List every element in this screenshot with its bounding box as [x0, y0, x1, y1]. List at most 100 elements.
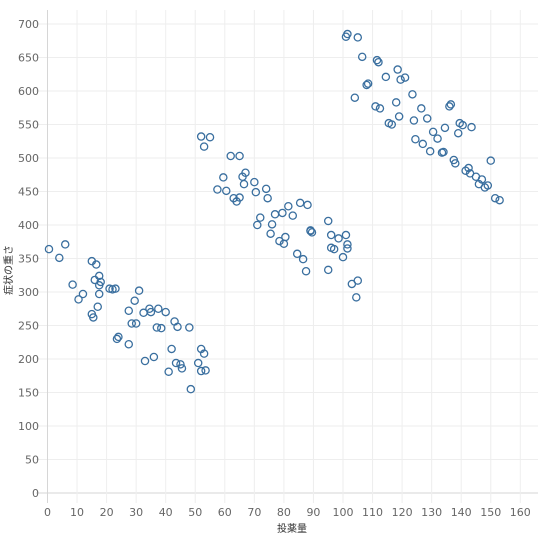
data-point	[284, 201, 293, 211]
data-point	[60, 240, 70, 249]
data-point	[396, 75, 405, 84]
data-point	[92, 260, 101, 269]
data-point	[486, 156, 495, 165]
x-tick-label: 0	[44, 506, 51, 519]
data-point	[307, 228, 317, 237]
data-point	[127, 319, 136, 328]
data-point	[394, 112, 404, 121]
y-tick-label: 150	[18, 387, 39, 400]
x-tick-label: 160	[510, 506, 531, 519]
x-tick-label: 120	[392, 506, 413, 519]
data-point	[295, 198, 305, 208]
x-tick-label: 130	[421, 506, 442, 519]
y-tick-label: 0	[32, 487, 39, 500]
y-tick-label: 200	[18, 353, 39, 366]
data-point	[371, 102, 380, 111]
data-point	[357, 52, 367, 62]
y-tick-label: 500	[18, 152, 39, 165]
data-point	[418, 139, 428, 149]
x-tick-label: 30	[129, 506, 143, 519]
data-point	[298, 254, 308, 264]
data-point	[490, 193, 500, 203]
data-point	[425, 147, 435, 156]
data-point	[329, 244, 339, 254]
data-point	[130, 296, 139, 305]
data-point	[112, 334, 122, 344]
data-point	[89, 313, 98, 322]
data-point	[124, 306, 134, 316]
data-point	[44, 244, 54, 254]
data-point	[93, 302, 102, 311]
data-point	[363, 79, 373, 88]
data-point	[350, 93, 360, 102]
y-tick-label: 50	[25, 454, 39, 467]
x-tick-label: 80	[277, 506, 291, 519]
data-point	[446, 100, 456, 109]
x-tick-label: 90	[306, 506, 320, 519]
x-tick-label: 20	[100, 506, 114, 519]
data-point	[134, 286, 144, 295]
data-point	[222, 186, 231, 196]
data-point	[164, 367, 173, 376]
data-point	[131, 319, 141, 328]
data-point	[94, 271, 104, 281]
data-point	[433, 134, 442, 143]
x-tick-label: 50	[188, 506, 202, 519]
data-point	[253, 220, 262, 230]
data-point	[124, 340, 134, 349]
data-point	[161, 307, 170, 317]
data-point	[111, 284, 120, 293]
data-point	[439, 147, 448, 157]
data-point	[167, 344, 176, 354]
data-point	[256, 213, 265, 222]
data-point	[353, 276, 363, 285]
data-points	[44, 29, 504, 394]
data-point	[68, 280, 77, 289]
data-point	[352, 293, 361, 302]
data-point	[408, 90, 417, 99]
data-point	[362, 80, 371, 90]
data-point	[343, 244, 352, 253]
x-tick-label: 10	[70, 506, 84, 519]
data-point	[55, 253, 64, 263]
data-point	[417, 104, 426, 113]
data-point	[338, 252, 348, 262]
data-point	[205, 132, 215, 142]
data-point	[114, 332, 123, 342]
data-point	[422, 114, 432, 123]
y-tick-label: 100	[18, 420, 39, 433]
data-point	[306, 226, 315, 236]
y-tick-label: 400	[18, 219, 39, 232]
data-point	[94, 289, 104, 299]
data-point	[387, 120, 397, 129]
data-point	[341, 230, 351, 240]
x-tick-label: 100	[333, 506, 354, 519]
data-point	[239, 179, 249, 189]
data-point	[275, 236, 284, 246]
data-point	[374, 57, 383, 67]
data-point	[235, 151, 244, 161]
data-point	[173, 322, 182, 332]
data-point	[185, 323, 194, 332]
y-tick-label: 650	[18, 52, 39, 65]
data-point	[267, 220, 277, 229]
data-point	[235, 193, 244, 202]
data-point	[393, 65, 402, 74]
data-point	[281, 232, 290, 242]
y-tick-label: 250	[18, 320, 39, 333]
data-point	[140, 356, 150, 366]
data-point	[353, 33, 363, 42]
data-point	[199, 349, 209, 358]
x-axis-title: 投薬量	[277, 522, 307, 535]
data-point	[323, 265, 333, 275]
data-point	[241, 168, 250, 177]
data-point	[495, 195, 504, 205]
data-point	[177, 364, 187, 373]
data-point	[483, 181, 493, 190]
data-point	[152, 323, 162, 332]
data-point	[440, 123, 450, 133]
data-point	[445, 102, 454, 111]
data-point	[96, 277, 105, 287]
data-point	[263, 193, 272, 203]
